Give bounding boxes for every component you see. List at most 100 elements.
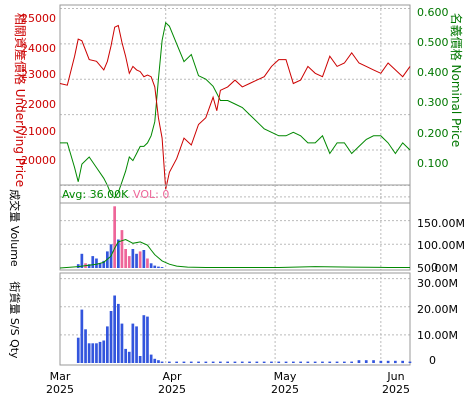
street-qty-bar: [357, 360, 361, 363]
street-qty-bar: [372, 360, 375, 363]
date-tick-may: May 2025: [271, 370, 299, 396]
volume-bar: [117, 239, 120, 268]
street-qty-tick: 0: [429, 354, 436, 367]
street-qty-bar: [379, 360, 383, 364]
street-qty-bar: [76, 337, 80, 363]
street-qty-bar: [84, 329, 87, 364]
nominal-tick: 0.300: [417, 96, 449, 109]
volume-bar: [160, 267, 164, 268]
volume-bar: [113, 206, 116, 268]
volume-bar: [146, 258, 149, 268]
street-qty-bar: [408, 361, 412, 363]
street-qty-bar: [102, 340, 106, 363]
nominal-price-line: [60, 21, 411, 199]
volume-current-label: VOL: 0: [133, 188, 169, 201]
street-qty-bar: [106, 326, 109, 363]
price-panel: 25000 24000 23000 22000 21000 20000 0.60…: [13, 4, 464, 205]
street-qty-bar: [211, 361, 215, 363]
price-gridlines: [59, 5, 410, 205]
date-tick-year: 2025: [382, 383, 410, 396]
date-tick-month: Jun: [386, 370, 404, 383]
street-qty-bar: [124, 348, 127, 363]
street-qty-bar: [157, 360, 160, 363]
date-tick-jun: Jun 2025: [382, 370, 410, 396]
date-tick-year: 2025: [158, 383, 186, 396]
street-qty-bar: [364, 360, 368, 363]
street-qty-bar: [343, 361, 346, 363]
street-qty-bar: [219, 361, 222, 363]
street-qty-bar: [98, 341, 102, 363]
street-qty-bar: [182, 361, 186, 363]
street-qty-bars: [76, 295, 412, 364]
volume-tick: 50.00M: [417, 262, 458, 275]
volume-bar: [120, 230, 124, 268]
volume-bar: [149, 263, 153, 268]
underlying-tick: 23000: [21, 68, 56, 81]
date-axis: Mar 2025 Apr 2025 May 2025 Jun 2025: [46, 364, 410, 396]
street-qty-tick: 30.00M: [417, 277, 458, 290]
street-qty-bar: [149, 354, 153, 363]
street-qty-bar: [270, 361, 273, 363]
street-qty-bar: [350, 361, 353, 363]
street-qty-bar: [142, 315, 146, 363]
date-tick-month: Mar: [50, 370, 71, 383]
date-tick-month: Apr: [162, 370, 182, 383]
underlying-axis-label: 相關資產價格 Underlying Price: [13, 13, 28, 187]
volume-bars: [76, 206, 164, 268]
street-qty-bar: [328, 361, 332, 363]
street-qty-bar: [117, 303, 120, 363]
street-qty-bar: [95, 343, 98, 363]
volume-bar: [95, 258, 98, 268]
volume-bar: [124, 249, 127, 268]
underlying-tick: 20000: [21, 154, 56, 167]
street-qty-bar: [120, 323, 124, 363]
street-qty-bar: [233, 361, 237, 363]
street-qty-bar: [240, 361, 244, 363]
street-qty-bar: [335, 361, 339, 363]
underlying-axis-ticks: 25000 24000 23000 22000 21000 20000: [21, 12, 56, 167]
street-qty-axis-label: 街貨量 S/S Qty: [8, 281, 22, 359]
street-qty-bar: [226, 361, 229, 363]
volume-bar: [102, 260, 106, 268]
street-qty-bar: [306, 361, 310, 363]
street-qty-bar: [91, 343, 95, 363]
nominal-tick: 0.600: [417, 6, 449, 19]
nominal-axis-label: 名義價格 Nominal Price: [449, 13, 464, 148]
street-qty-bar: [401, 360, 404, 364]
nominal-tick: 0.500: [417, 36, 449, 49]
volume-bar: [138, 251, 142, 268]
street-qty-bar: [175, 361, 178, 363]
street-qty-bar: [146, 316, 149, 363]
street-qty-bar: [168, 361, 171, 363]
underlying-tick: 25000: [21, 12, 56, 25]
street-qty-bar: [113, 295, 116, 363]
street-qty-axis-ticks: 30.00M 20.00M 10.00M 0: [417, 277, 458, 367]
nominal-tick: 0.100: [417, 157, 449, 170]
street-qty-bar: [277, 361, 281, 363]
volume-bar: [142, 250, 146, 268]
street-qty-bar: [386, 360, 390, 364]
date-tick-month: May: [274, 370, 297, 383]
street-qty-bar: [284, 361, 288, 363]
street-qty-bar: [255, 361, 259, 363]
volume-bar: [91, 256, 95, 268]
volume-panel-frame: [59, 184, 411, 271]
volume-tick: 100.00M: [417, 239, 465, 252]
volume-bar: [131, 249, 135, 268]
volume-average-line: [59, 238, 410, 269]
street-qty-panel: 30.00M 20.00M 10.00M 0 街貨量 S/S Qty: [8, 272, 458, 367]
volume-bar: [157, 266, 160, 268]
street-qty-bar: [80, 309, 84, 363]
date-tick-year: 2025: [46, 383, 74, 396]
volume-bar: [153, 265, 157, 268]
street-qty-bar: [248, 361, 251, 363]
street-qty-tick: 10.00M: [417, 329, 458, 342]
street-qty-bar: [160, 361, 164, 363]
street-qty-bar: [153, 358, 157, 363]
volume-bar: [135, 253, 138, 268]
street-qty-bar: [138, 356, 142, 363]
price-panel-frame: [59, 4, 411, 204]
volume-bar: [98, 263, 102, 268]
volume-panel: Avg: 36.00K VOL: 0 150.00M 100.00M 50.00…: [8, 184, 465, 275]
